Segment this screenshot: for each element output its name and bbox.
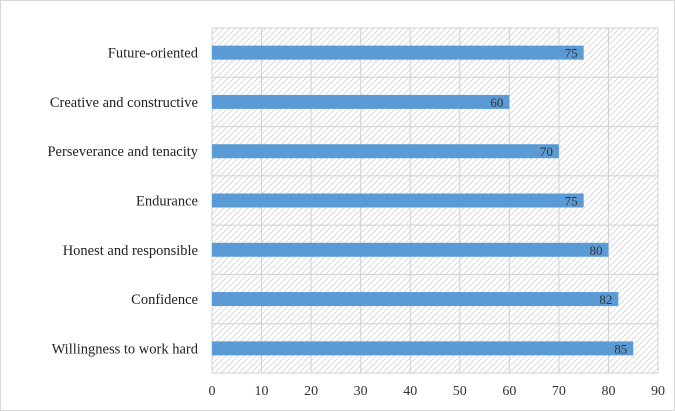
data-label: 85 <box>614 341 627 356</box>
category-label: Confidence <box>131 292 198 308</box>
bar <box>212 341 634 356</box>
x-tick-label: 50 <box>453 384 467 399</box>
x-tick-label: 0 <box>209 384 216 399</box>
data-label: 60 <box>490 95 503 110</box>
x-tick-label: 30 <box>354 384 368 399</box>
category-label: Willingness to work hard <box>52 341 199 357</box>
bars: 85 82 80 75 70 60 75 <box>212 45 634 356</box>
x-tick-label: 70 <box>552 384 566 399</box>
data-label: 75 <box>565 46 578 61</box>
category-label: Honest and responsible <box>63 243 198 259</box>
x-tick-label: 40 <box>403 384 417 399</box>
bar <box>212 242 609 257</box>
category-label: Future-oriented <box>108 46 199 62</box>
bar <box>212 144 559 159</box>
bar <box>212 45 584 60</box>
category-label: Perseverance and tenacity <box>47 144 198 160</box>
x-tick-label: 60 <box>502 384 516 399</box>
x-axis-ticks: 0 10 20 30 40 50 60 70 80 90 <box>209 384 666 399</box>
data-label: 70 <box>540 144 553 159</box>
data-label: 75 <box>565 194 578 209</box>
x-tick-label: 10 <box>255 384 269 399</box>
category-label: Creative and constructive <box>50 95 198 111</box>
bar <box>212 94 510 109</box>
x-tick-label: 90 <box>651 384 665 399</box>
category-labels: Willingness to work hard Confidence Honest… <box>47 46 198 358</box>
bar <box>212 193 584 208</box>
x-tick-label: 20 <box>304 384 318 399</box>
data-label: 80 <box>589 243 602 258</box>
bar <box>212 292 619 307</box>
data-label: 82 <box>599 292 612 307</box>
category-label: Endurance <box>136 194 198 210</box>
x-tick-label: 80 <box>601 384 615 399</box>
